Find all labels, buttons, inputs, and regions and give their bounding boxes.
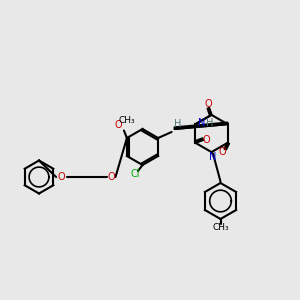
Text: N: N (198, 118, 206, 128)
Text: Cl: Cl (130, 169, 140, 179)
Text: CH₃: CH₃ (212, 223, 229, 232)
Text: O: O (107, 172, 115, 182)
Text: O: O (218, 147, 226, 157)
Text: O: O (58, 172, 65, 182)
Text: H: H (206, 118, 214, 128)
Text: CH₃: CH₃ (118, 116, 135, 125)
Text: H: H (174, 118, 181, 129)
Text: O: O (114, 119, 122, 130)
Text: N: N (209, 152, 217, 162)
Text: O: O (203, 135, 211, 145)
Text: O: O (205, 99, 212, 110)
